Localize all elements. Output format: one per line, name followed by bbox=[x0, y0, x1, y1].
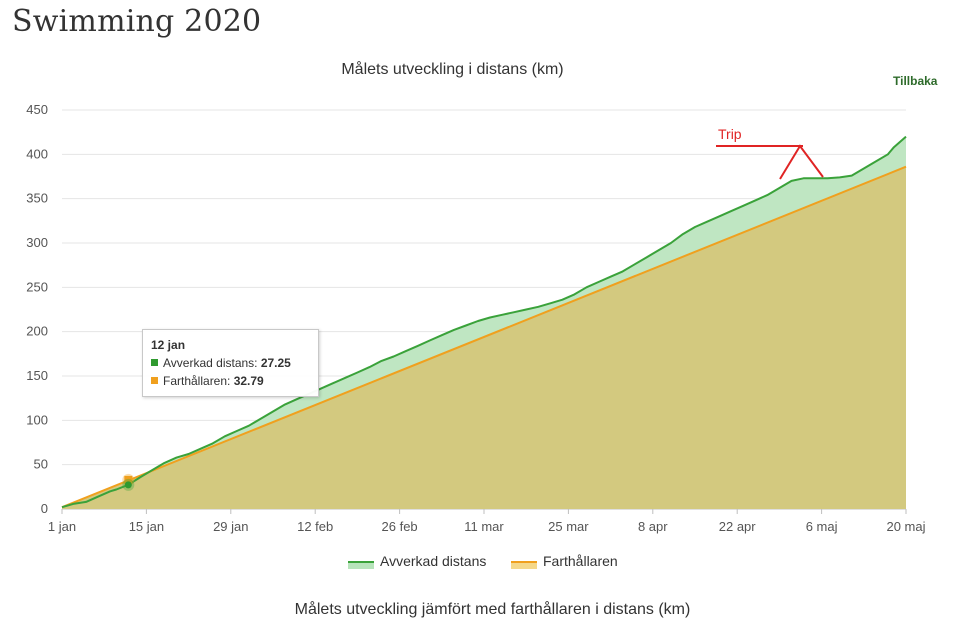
tooltip-label-distance: Avverkad distans: bbox=[163, 356, 261, 370]
distance-line bbox=[61, 135, 907, 509]
y-tick-label: 200 bbox=[26, 324, 48, 339]
trip-annotation-bracket bbox=[779, 144, 824, 180]
y-tick-label: 50 bbox=[34, 457, 48, 472]
x-tick-label: 12 feb bbox=[297, 519, 333, 534]
tooltip-label-pacer: Farthållaren: bbox=[163, 374, 234, 388]
hover-markers bbox=[122, 473, 135, 491]
trip-annotation-lines bbox=[716, 144, 824, 180]
page-title: Swimming 2020 bbox=[12, 4, 262, 39]
legend-label-distance: Avverkad distans bbox=[380, 553, 487, 569]
tooltip-date: 12 jan bbox=[151, 338, 186, 352]
x-tick-label: 26 feb bbox=[382, 519, 418, 534]
legend-item-distance[interactable]: Avverkad distans bbox=[348, 553, 486, 569]
x-tick-label: 8 apr bbox=[638, 519, 668, 534]
tooltip-value-distance: 27.25 bbox=[260, 356, 291, 370]
distance-hover-marker bbox=[124, 481, 132, 489]
legend-item-pacer[interactable]: Farthållaren bbox=[511, 553, 618, 569]
pacer-line bbox=[61, 165, 907, 509]
legend-swatch-distance bbox=[348, 556, 374, 569]
chart-tooltip: 12 jan Avverkad distans: 27.25 Farthålla… bbox=[142, 329, 319, 397]
second-chart-title: Målets utveckling jämfört med farthållar… bbox=[294, 601, 691, 618]
tooltip-dot-pacer bbox=[151, 377, 158, 384]
x-tick-label: 1 jan bbox=[48, 519, 76, 534]
tooltip-row-pacer: Farthållaren: 32.79 bbox=[151, 374, 310, 388]
y-tick-label: 400 bbox=[26, 146, 48, 161]
tooltip-dot-distance bbox=[151, 359, 158, 366]
y-axis: 0 50 100 150 200 250 300 350 400 450 bbox=[26, 102, 48, 516]
x-tick-label: 20 maj bbox=[886, 519, 925, 534]
x-tick-label: 15 jan bbox=[129, 519, 164, 534]
chart-lines bbox=[61, 135, 907, 509]
x-tick-label: 29 jan bbox=[213, 519, 248, 534]
y-tick-label: 450 bbox=[26, 102, 48, 117]
y-tick-label: 150 bbox=[26, 368, 48, 383]
y-tick-label: 350 bbox=[26, 191, 48, 206]
y-tick-label: 100 bbox=[26, 412, 48, 427]
y-tick-label: 0 bbox=[41, 501, 48, 516]
legend-swatch-pacer bbox=[511, 556, 537, 569]
chart-title: Målets utveckling i distans (km) bbox=[341, 61, 564, 78]
progress-chart: 1 jan 15 jan 29 jan 12 feb 26 feb 11 mar 25 ma… bbox=[26, 102, 926, 534]
x-tick-label: 11 mar bbox=[464, 519, 504, 534]
x-tick-label: 6 maj bbox=[806, 519, 838, 534]
pacer-hover-marker bbox=[124, 475, 133, 484]
x-tick-label: 22 apr bbox=[719, 519, 757, 534]
y-tick-label: 300 bbox=[26, 235, 48, 250]
tooltip-row-distance: Avverkad distans: 27.25 bbox=[151, 356, 310, 370]
back-link[interactable]: Tillbaka bbox=[893, 74, 938, 88]
trip-annotation-label: Trip bbox=[718, 126, 742, 142]
legend-label-pacer: Farthållaren bbox=[543, 553, 618, 569]
x-tick-label: 25 mar bbox=[548, 519, 589, 534]
tooltip-value-pacer: 32.79 bbox=[233, 374, 264, 388]
x-axis: 1 jan 15 jan 29 jan 12 feb 26 feb 11 mar 25 ma… bbox=[48, 509, 926, 534]
y-tick-label: 250 bbox=[26, 279, 48, 294]
